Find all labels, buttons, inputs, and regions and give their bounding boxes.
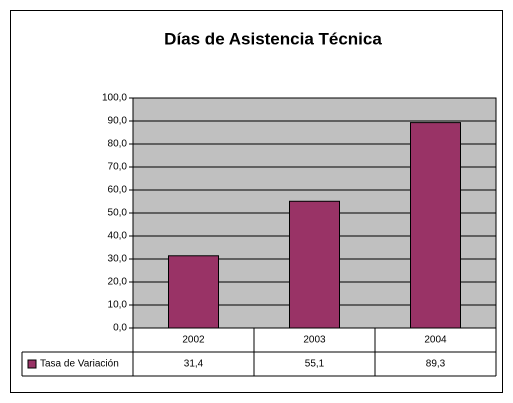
- table-value: 89,3: [426, 359, 446, 370]
- y-tick-label: 60,0: [108, 185, 128, 196]
- y-tick-label: 100,0: [102, 93, 127, 104]
- chart-title: Días de Asistencia Técnica: [164, 29, 382, 48]
- y-tick-label: 50,0: [108, 208, 128, 219]
- bar: [289, 200, 340, 329]
- x-tick-label: 2003: [303, 335, 326, 346]
- y-tick-label: 40,0: [108, 231, 128, 242]
- y-tick-label: 90,0: [108, 116, 128, 127]
- y-tick-label: 80,0: [108, 139, 128, 150]
- x-tick-label: 2002: [182, 335, 205, 346]
- y-tick-label: 30,0: [108, 254, 128, 265]
- legend-key: [27, 359, 37, 369]
- y-tick-label: 10,0: [108, 300, 128, 311]
- y-tick-label: 0,0: [113, 323, 127, 334]
- legend-label: Tasa de Variación: [40, 359, 119, 370]
- bar: [168, 255, 219, 329]
- y-tick-label: 20,0: [108, 277, 128, 288]
- table-value: 55,1: [305, 359, 325, 370]
- table-value: 31,4: [184, 359, 204, 370]
- x-tick-label: 2004: [424, 335, 447, 346]
- bar: [410, 122, 461, 329]
- y-tick-label: 70,0: [108, 162, 128, 173]
